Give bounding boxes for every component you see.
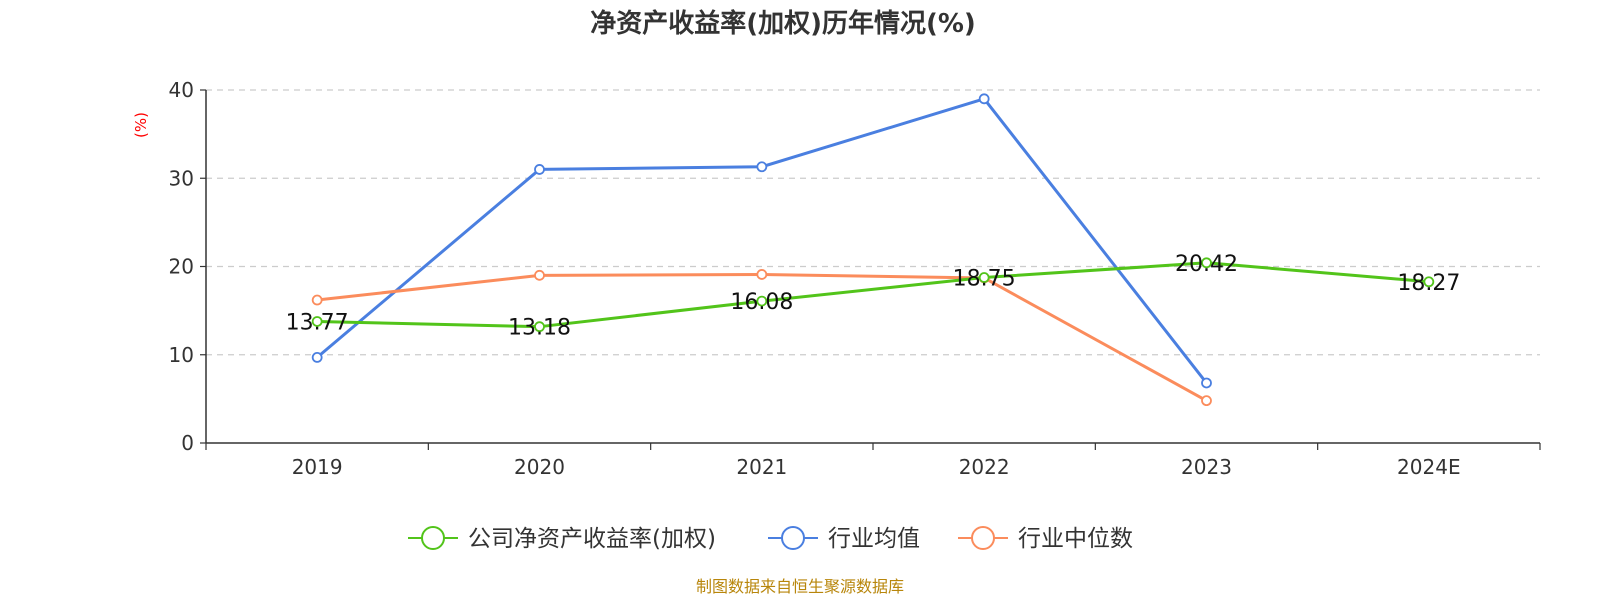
data-label: 16.08 — [730, 290, 793, 315]
legend: 公司净资产收益率(加权) 行业均值 行业中位数 — [408, 526, 1133, 552]
source-note: 制图数据来自恒生聚源数据库 — [696, 577, 904, 596]
data-point-1 — [534, 164, 545, 175]
legend-item-1: 行业均值 — [768, 526, 920, 552]
data-point-2 — [534, 269, 545, 281]
data-label: 18.75 — [953, 267, 1016, 292]
legend-label: 行业均值 — [828, 526, 920, 552]
data-point-2 — [311, 294, 323, 306]
data-point-0 — [311, 316, 323, 327]
data-point-1 — [311, 351, 323, 363]
data-label: 20.42 — [1175, 252, 1238, 277]
legend-item-2: 行业中位数 — [958, 526, 1133, 552]
data-label: 18.27 — [1397, 271, 1460, 296]
data-point-0 — [978, 272, 990, 283]
data-point-1 — [1201, 377, 1212, 389]
data-point-0 — [756, 295, 768, 307]
data-label: 13.77 — [286, 310, 349, 335]
series-line-1 — [316, 97, 1208, 384]
x-tick-label: 2020 — [514, 455, 565, 479]
y-axis-label: (%) — [132, 112, 150, 138]
data-point-2 — [756, 269, 768, 280]
series-layer — [311, 93, 1435, 407]
data-point-2 — [1201, 395, 1212, 407]
legend-marker — [971, 526, 995, 550]
grid-layer — [206, 89, 1540, 356]
y-tick-label: 30 — [169, 166, 194, 190]
y-tick-label: 20 — [169, 255, 194, 279]
series-line-0 — [317, 261, 1429, 329]
axis-layer: 0 10 20 30 40 2019 2020 2021 2022 2023 2024E — [169, 78, 1541, 479]
x-tick-label: 2022 — [959, 455, 1010, 479]
x-tick-label: 2023 — [1181, 455, 1232, 479]
data-point-0 — [1423, 276, 1435, 288]
legend-item-0: 公司净资产收益率(加权) — [408, 526, 716, 552]
y-tick-label: 40 — [169, 78, 194, 102]
y-tick-label: 0 — [181, 431, 194, 455]
legend-label: 行业中位数 — [1018, 526, 1133, 552]
data-label-layer: 13.77 13.18 16.08 18.75 20.42 18.27 — [286, 252, 1461, 341]
x-tick-label: 2019 — [292, 455, 343, 479]
y-tick-label: 10 — [169, 343, 194, 367]
x-tick-label: 2024E — [1397, 455, 1461, 479]
data-point-0 — [534, 321, 545, 333]
data-point-0 — [1201, 257, 1212, 269]
legend-label: 公司净资产收益率(加权) — [468, 526, 716, 552]
data-point-1 — [756, 161, 768, 173]
data-point-1 — [978, 93, 990, 105]
data-label: 13.18 — [508, 316, 571, 341]
legend-marker — [421, 526, 445, 550]
x-tick-label: 2021 — [736, 455, 787, 479]
legend-marker — [781, 526, 805, 550]
chart-title: 净资产收益率(加权)历年情况(%) — [590, 8, 976, 39]
